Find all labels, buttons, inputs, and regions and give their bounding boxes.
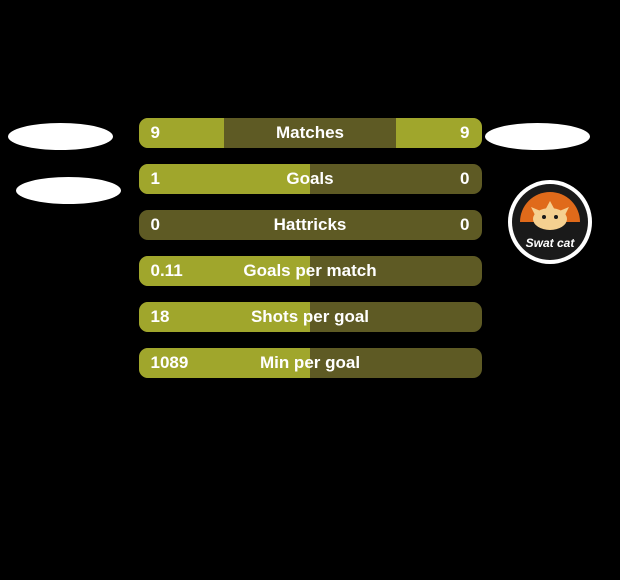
stat-row: Goals1 0	[139, 164, 482, 194]
stat-row: Matches9 9	[139, 118, 482, 148]
stat-value-right: 0	[460, 210, 469, 240]
stat-label: Matches	[139, 118, 482, 148]
team-left-placeholder-2	[16, 177, 121, 204]
stat-label: Goals per match	[139, 256, 482, 286]
stat-row: Shots per goal18	[139, 302, 482, 332]
stat-value-left: 9	[151, 118, 160, 148]
stat-row: Hattricks0 0	[139, 210, 482, 240]
stat-label: Goals	[139, 164, 482, 194]
stat-value-right: 9	[460, 118, 469, 148]
team-right-badge-text: Swat cat	[507, 236, 593, 250]
stat-value-right: 0	[460, 164, 469, 194]
stat-row: Min per goal1089	[139, 348, 482, 378]
stat-label: Shots per goal	[139, 302, 482, 332]
stat-value-left: 0.11	[151, 256, 183, 286]
stat-value-left: 1089	[151, 348, 189, 378]
stat-label: Min per goal	[139, 348, 482, 378]
team-left-placeholder-1	[8, 123, 113, 150]
team-right-placeholder-1	[485, 123, 590, 150]
stat-value-left: 0	[151, 210, 160, 240]
stat-value-left: 1	[151, 164, 160, 194]
stat-label: Hattricks	[139, 210, 482, 240]
stat-value-left: 18	[151, 302, 170, 332]
stat-row: Goals per match0.11	[139, 256, 482, 286]
team-right-badge: Swat cat	[507, 179, 593, 265]
